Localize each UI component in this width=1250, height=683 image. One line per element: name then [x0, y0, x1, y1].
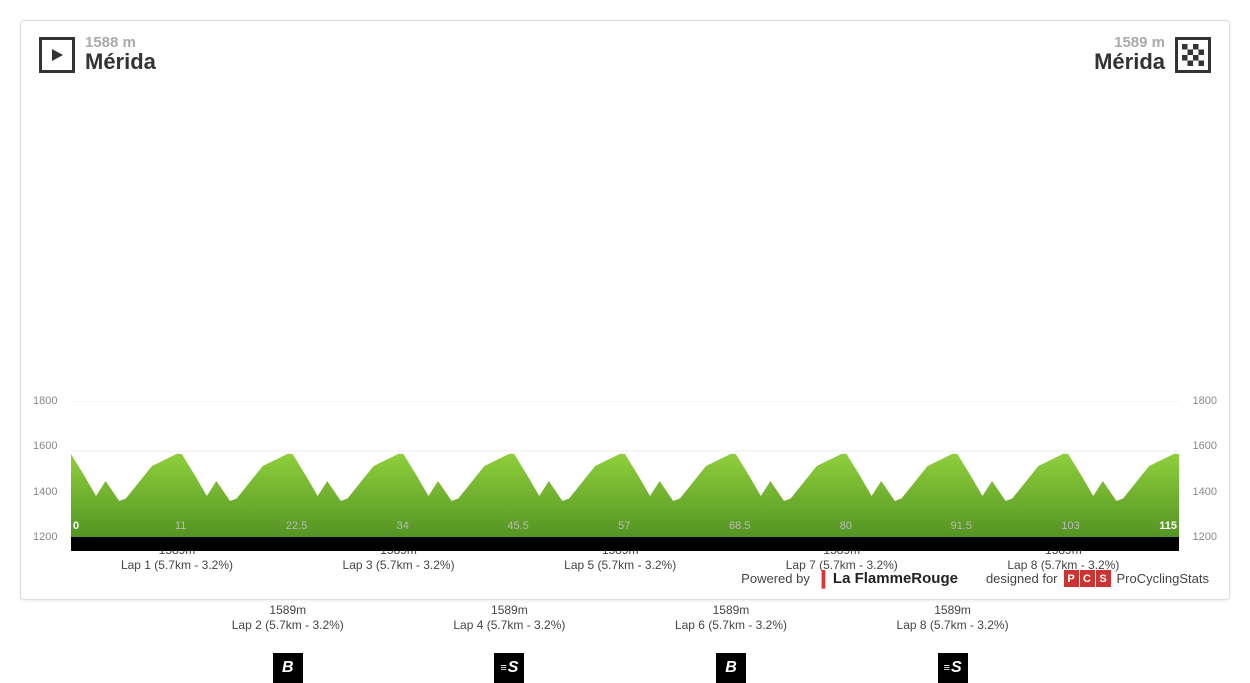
finish-icon — [1175, 37, 1211, 73]
start-name: Mérida — [85, 50, 156, 74]
marker-elev: 1589m — [675, 603, 787, 618]
marker-desc: Lap 8 (5.7km - 3.2%) — [897, 618, 1009, 633]
finish-name: Mérida — [1094, 50, 1165, 74]
sprint-badge: ≡S — [494, 653, 524, 683]
bonus-badge: B — [716, 653, 746, 683]
y-axis-right: 1800160014001200 — [1183, 401, 1217, 537]
pcs-badge-letter: C — [1080, 570, 1095, 587]
marker-desc: Lap 6 (5.7km - 3.2%) — [675, 618, 787, 633]
marker-desc: Lap 4 (5.7km - 3.2%) — [453, 618, 565, 633]
marker-label: 1589mLap 2 (5.7km - 3.2%) — [232, 603, 344, 633]
x-tick: 34 — [397, 520, 409, 532]
bonus-badge: B — [273, 653, 303, 683]
lfr-name: La FlammeRouge — [833, 570, 958, 587]
sprint-badge: ≡S — [938, 653, 968, 683]
finish-elevation: 1589 m — [1094, 35, 1165, 50]
marker-desc: Lap 2 (5.7km - 3.2%) — [232, 618, 344, 633]
powered-by: Powered by ❙ La FlammeRouge — [741, 568, 958, 589]
pcs-badge-letter: S — [1096, 570, 1111, 587]
powered-by-label: Powered by — [741, 571, 810, 586]
distance-bar — [71, 537, 1179, 551]
x-axis-ticks: 0 11 22.5 34 45.5 57 68.5 80 91.5 103 115 — [71, 520, 1179, 534]
start-elevation: 1588 m — [85, 35, 156, 50]
x-tick: 91.5 — [951, 520, 972, 532]
marker-elev: 1589m — [232, 603, 344, 618]
start-icon — [39, 37, 75, 73]
marker-label: 1589mLap 4 (5.7km - 3.2%) — [453, 603, 565, 633]
x-tick: 22.5 — [286, 520, 307, 532]
marker-elev: 1589m — [897, 603, 1009, 618]
x-tick: 57 — [618, 520, 630, 532]
start-location: 1588 m Mérida — [39, 35, 156, 74]
marker-elev: 1589m — [453, 603, 565, 618]
marker-label: 1589mLap 8 (5.7km - 3.2%) — [897, 603, 1009, 633]
pcs-name: ProCyclingStats — [1117, 571, 1209, 586]
elevation-chart: 1800160014001200 1800160014001200 01122.… — [39, 401, 1211, 551]
designed-for: designed for PCS ProCyclingStats — [986, 570, 1209, 587]
x-tick: 103 — [1061, 520, 1079, 532]
footer-credits: Powered by ❙ La FlammeRouge designed for… — [41, 568, 1209, 589]
x-tick: 11 — [175, 520, 186, 532]
x-tick: 80 — [840, 520, 852, 532]
marker-label: 1589mLap 6 (5.7km - 3.2%) — [675, 603, 787, 633]
x-tick: 115 — [1159, 520, 1177, 532]
finish-location: 1589 m Mérida — [1094, 35, 1211, 74]
flame-icon: ❙ — [816, 568, 831, 589]
pcs-badge-letter: P — [1064, 570, 1079, 587]
lfr-logo: ❙ La FlammeRouge — [816, 568, 958, 589]
x-tick: 0 — [73, 520, 79, 532]
y-axis-left: 1800160014001200 — [33, 401, 67, 537]
designed-for-label: designed for — [986, 571, 1058, 586]
stage-profile-card: 1588 m Mérida 1589 m Mérida 1589mLap 1 (… — [20, 20, 1230, 600]
x-tick: 68.5 — [729, 520, 750, 532]
pcs-badge: PCS — [1064, 570, 1111, 587]
x-tick: 45.5 — [507, 520, 528, 532]
stage-header: 1588 m Mérida 1589 m Mérida — [39, 35, 1211, 74]
